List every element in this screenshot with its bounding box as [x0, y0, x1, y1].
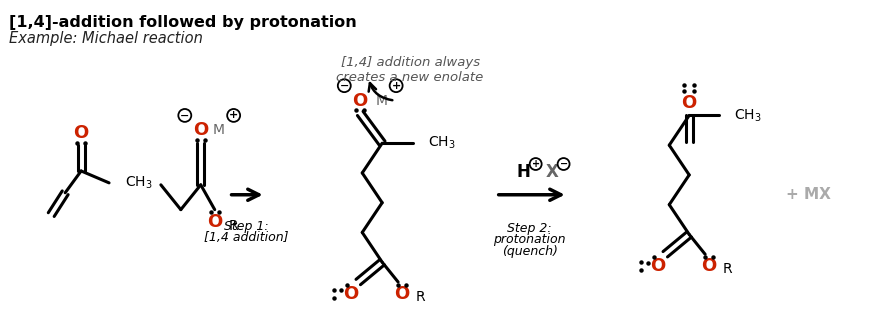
Text: O: O	[352, 92, 368, 110]
Text: + MX: + MX	[787, 187, 831, 202]
Text: M: M	[213, 123, 225, 137]
Text: O: O	[73, 124, 89, 142]
Text: CH$_3$: CH$_3$	[428, 135, 456, 151]
Text: M: M	[375, 94, 387, 108]
Text: (quench): (quench)	[501, 245, 557, 258]
Text: O: O	[193, 121, 208, 139]
Text: H: H	[517, 163, 531, 181]
Text: +: +	[229, 111, 238, 121]
Text: O: O	[394, 285, 410, 303]
Text: R: R	[416, 290, 426, 304]
Text: X: X	[545, 163, 558, 181]
Text: +: +	[532, 159, 540, 169]
Text: −: −	[181, 111, 189, 121]
Text: O: O	[682, 94, 697, 112]
Text: R: R	[723, 262, 732, 276]
Text: Step 2:: Step 2:	[508, 221, 552, 234]
Text: O: O	[650, 257, 665, 275]
Text: Step 1:: Step 1:	[224, 219, 269, 232]
Text: −: −	[560, 159, 568, 169]
Text: O: O	[343, 285, 358, 303]
Text: CH$_3$: CH$_3$	[734, 107, 761, 124]
Text: [1,4] addition always
creates a new enolate: [1,4] addition always creates a new enol…	[337, 56, 484, 84]
Text: R: R	[228, 219, 238, 233]
FancyArrowPatch shape	[369, 83, 392, 100]
Text: −: −	[339, 81, 349, 91]
Text: +: +	[392, 81, 401, 91]
Text: [1,4 addition]: [1,4 addition]	[204, 231, 289, 244]
Text: Example: Michael reaction: Example: Michael reaction	[10, 31, 203, 46]
Text: O: O	[207, 212, 222, 230]
Text: [1,4]-addition followed by protonation: [1,4]-addition followed by protonation	[10, 15, 358, 30]
Text: O: O	[701, 257, 717, 275]
Text: CH$_3$: CH$_3$	[125, 175, 153, 191]
Text: protonation: protonation	[494, 233, 566, 246]
